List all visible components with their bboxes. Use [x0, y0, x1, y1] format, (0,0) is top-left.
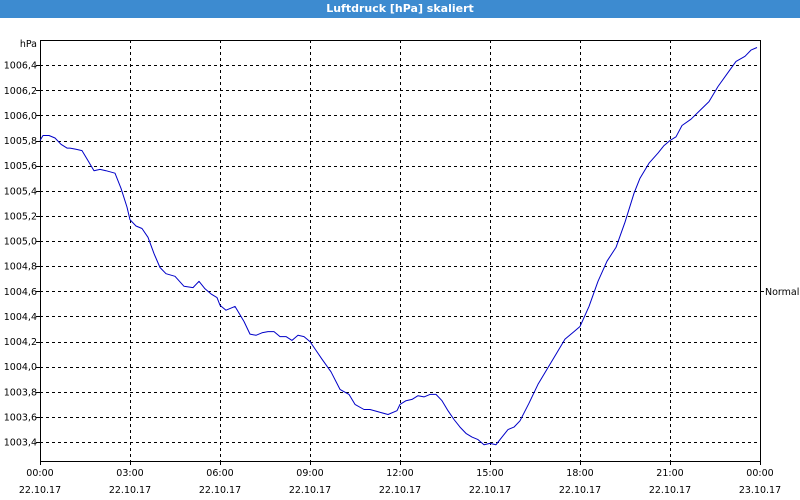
x-tick-label-date: 22.10.17 [649, 485, 691, 496]
y-tick-label: 1004,0 [4, 362, 37, 373]
x-tick-label-time: 00:00 [26, 468, 53, 479]
y-tick-label: 1004,2 [4, 337, 37, 348]
y-tick-label: 1003,4 [4, 438, 37, 449]
y-tick-label: 1003,6 [4, 413, 37, 424]
x-tick-label-date: 22.10.17 [19, 485, 61, 496]
x-tick-label-date: 22.10.17 [289, 485, 331, 496]
x-tick-label-date: 22.10.17 [559, 485, 601, 496]
y-tick-label: 1005,8 [4, 136, 37, 147]
window-title-bar: Luftdruck [hPa] skaliert [0, 0, 800, 18]
x-tick-label-time: 21:00 [656, 468, 683, 479]
grid-lines [36, 40, 761, 465]
y-tick-label: 1004,8 [4, 262, 37, 273]
x-tick-label-time: 00:00 [746, 468, 773, 479]
y-tick-label: 1005,2 [4, 211, 37, 222]
series-layer [39, 47, 758, 446]
x-tick-label-date: 22.10.17 [379, 485, 421, 496]
x-tick-label-time: 15:00 [476, 468, 503, 479]
x-tick-label-date: 22.10.17 [199, 485, 241, 496]
y-tick-label: 1004,6 [4, 287, 37, 298]
x-tick-label-time: 06:00 [206, 468, 233, 479]
x-axis-tick-labels: 00:00 22.10.17 03:00 22.10.17 06:00 22.10.17 0… [19, 468, 781, 496]
y-tick-label: 1005,0 [4, 237, 37, 248]
reference-marker: Normal [760, 287, 799, 298]
x-tick-label-time: 09:00 [296, 468, 323, 479]
y-tick-label: 1006,4 [4, 61, 37, 72]
reference-label: Normal [765, 287, 799, 298]
y-tick-label: 1004,4 [4, 312, 37, 323]
y-tick-label: 1005,6 [4, 161, 37, 172]
x-tick-label-time: 03:00 [116, 468, 143, 479]
x-tick-label-date: 22.10.17 [469, 485, 511, 496]
y-tick-label: 1005,4 [4, 186, 37, 197]
x-tick-label-time: 12:00 [386, 468, 413, 479]
plot-area-frame [40, 40, 761, 462]
x-tick-label-date: 22.10.17 [109, 485, 151, 496]
x-tick-label-date: 23.10.17 [739, 485, 781, 496]
y-tick-label: 1006,0 [4, 111, 37, 122]
x-tick-label-time: 18:00 [566, 468, 593, 479]
y-axis-unit-label: hPa [20, 39, 37, 50]
y-axis-tick-labels: 1003,4 1003,6 1003,8 1004,0 1004,2 1004,4 1004… [4, 61, 37, 449]
y-tick-label: 1006,2 [4, 86, 37, 97]
series-line-pressure [39, 47, 758, 446]
y-tick-label: 1003,8 [4, 387, 37, 398]
